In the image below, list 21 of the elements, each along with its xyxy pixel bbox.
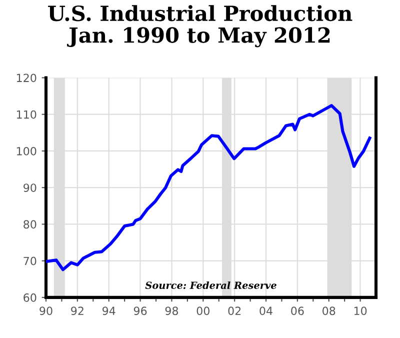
y-tick-label: 80: [24, 220, 36, 229]
x-tick-label: 06: [291, 306, 304, 316]
y-tick-label: 90: [24, 184, 36, 192]
y-tick-label: 100: [16, 146, 36, 156]
y-tick-label: 60: [24, 293, 36, 302]
x-tick-label: 02: [228, 306, 241, 316]
line-series: [46, 104, 372, 272]
chart-title: U.S. Industrial Production Jan. 1990 to May 2012: [48, 5, 352, 48]
x-tick-label: 96: [134, 306, 147, 316]
y-tick-label: 110: [16, 110, 36, 119]
x-tick-label: 08: [322, 306, 336, 316]
y-tick-label: 120: [16, 74, 36, 82]
x-tick-label: 94: [102, 306, 116, 316]
x-tick-label: 90: [40, 306, 52, 316]
x-tick-label: 00: [196, 306, 210, 316]
y-tick-label: 70: [24, 256, 36, 266]
x-tick-label: 98: [165, 306, 178, 316]
x-tick-label: 04: [260, 306, 272, 316]
x-tick-label: 92: [71, 306, 84, 316]
x-tick-label: 10: [354, 306, 367, 316]
annotation: Source: Federal Reserve: [145, 281, 276, 289]
